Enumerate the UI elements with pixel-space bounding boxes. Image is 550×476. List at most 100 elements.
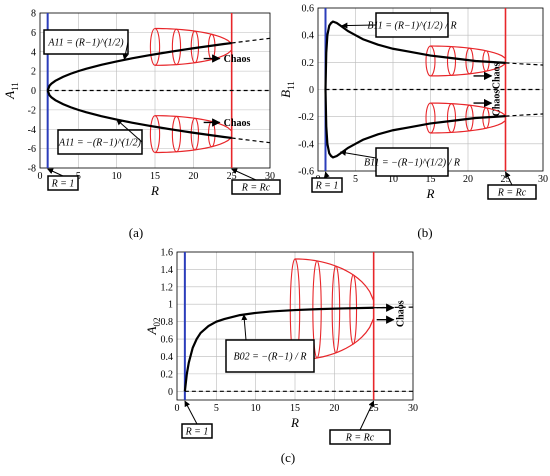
plot-frame — [39, 12, 271, 169]
panel-label: (b) — [417, 225, 432, 240]
r-critical-label: R = Rc — [231, 179, 281, 195]
y-tick-label: -6 — [28, 144, 36, 155]
torus-envelope-top — [294, 258, 375, 301]
x-tick-label: 30 — [538, 174, 548, 185]
stable-branch-0 — [183, 306, 374, 392]
x-axis-label: R — [426, 186, 435, 201]
x-tick-label: 25 — [369, 403, 379, 414]
formula-upper: B11 = (R−1)^(1/2) / R — [367, 12, 457, 38]
x-tick-label: 20 — [188, 171, 198, 182]
y-tick-label: -0.4 — [298, 139, 314, 150]
y-axis-label: A11 — [2, 82, 20, 100]
r-critical-label-text: R = Rc — [497, 188, 527, 199]
formula-b02-box — [225, 339, 315, 373]
stable-branch-1 — [46, 90, 232, 140]
formula-arrow — [116, 119, 143, 143]
torus-ring — [425, 45, 436, 77]
torus-envelope-top — [430, 45, 506, 59]
y-tick-label: -8 — [28, 164, 36, 175]
y-tick-label: 2 — [31, 67, 36, 78]
y-tick-label: 0.2 — [302, 58, 315, 69]
torus-ring — [171, 115, 182, 153]
y-tick-label: -2 — [28, 105, 36, 116]
y-tick-label: 1.6 — [161, 248, 174, 259]
y-tick-label: 0.2 — [161, 369, 174, 380]
torus-ring — [349, 274, 358, 345]
torus-envelope-top — [154, 27, 233, 45]
y-tick-label: 0.4 — [161, 352, 174, 363]
plot-frame — [176, 251, 414, 401]
y-tick-label: 0.6 — [161, 335, 174, 346]
torus-ring — [149, 115, 161, 154]
formula-lower-text: B11 = −(R−1)^(1/2) / R — [364, 158, 460, 169]
x-tick-label: 10 — [112, 171, 122, 182]
x-axis-label: R — [290, 415, 299, 430]
panel-label: (a) — [129, 225, 143, 240]
y-tick-label: 6 — [31, 28, 36, 39]
x-tick-label: 5 — [214, 403, 219, 414]
x-tick-label: 10 — [251, 403, 261, 414]
torus-1 — [425, 102, 506, 134]
formula-b02: B02 = −(R−1) / R — [225, 339, 315, 373]
x-tick-label: 25 — [501, 174, 511, 185]
y-tick-label: 0.4 — [302, 31, 315, 42]
formula-arrow — [339, 149, 377, 159]
y-tick-label: 0 — [31, 86, 36, 97]
r-one-label-text: R = 1 — [185, 427, 209, 438]
formula-upper-text: B11 = (R−1)^(1/2) / R — [367, 21, 456, 32]
formula-b02-text: B02 = −(R−1) / R — [233, 352, 306, 363]
r-critical-arrow — [231, 168, 257, 181]
torus-envelope-bottom — [430, 120, 506, 134]
formula-lower-box — [375, 147, 449, 177]
x-tick-label: 15 — [290, 403, 300, 414]
x-tick-label: 20 — [329, 403, 339, 414]
r-critical-label: R = Rc — [487, 184, 537, 200]
torus-0 — [149, 27, 233, 66]
r-critical-label-text: R = Rc — [241, 183, 271, 194]
x-tick-label: 15 — [426, 174, 436, 185]
stable-branch-1 — [324, 89, 506, 159]
r-one-label: R = 1 — [47, 175, 79, 191]
formula-arrow — [122, 41, 129, 61]
y-tick-label: 0 — [168, 387, 173, 398]
y-tick-label: 8 — [31, 9, 36, 20]
x-tick-label: 20 — [463, 174, 473, 185]
formula-lower-text: A11 = −(R−1)^(1/2) — [58, 138, 142, 149]
chaos-label: Chaos — [492, 62, 503, 89]
torus-ring — [446, 103, 457, 133]
torus-envelope-bottom — [154, 136, 233, 154]
r-critical-label-text: R = Rc — [345, 433, 375, 444]
y-tick-label: 1.2 — [161, 282, 174, 293]
r-one-label-text: R = 1 — [315, 181, 339, 192]
x-tick-label: 0 — [38, 171, 43, 182]
y-tick-label: -4 — [28, 125, 36, 136]
x-tick-label: 10 — [388, 174, 398, 185]
y-tick-label: 4 — [31, 47, 36, 58]
torus-envelope-top — [430, 102, 506, 116]
torus-ring — [425, 102, 436, 134]
r-critical-arrow — [359, 400, 375, 431]
r-critical-label: R = Rc — [329, 429, 391, 445]
torus-1 — [149, 115, 233, 154]
chaos-label: Chaos — [224, 118, 251, 129]
formula-upper-text: A11 = (R−1)^(1/2) — [47, 38, 124, 49]
y-axis-label: A02 — [144, 318, 162, 336]
r-critical-arrow — [505, 171, 513, 186]
y-tick-label: 0 — [309, 85, 314, 96]
y-tick-label: 1 — [168, 300, 173, 311]
unstable-branch-2 — [505, 62, 544, 66]
r-one-label: R = 1 — [311, 177, 343, 193]
formula-lower: A11 = −(R−1)^(1/2) — [57, 129, 143, 155]
stable-branch-0 — [324, 20, 506, 90]
formula-upper: A11 = (R−1)^(1/2) — [43, 29, 129, 55]
x-tick-label: 0 — [175, 403, 180, 414]
y-tick-label: -0.6 — [298, 167, 314, 178]
y-tick-label: 0.6 — [302, 4, 315, 15]
r-one-arrow — [184, 400, 198, 425]
chaos-label: Chaos — [492, 90, 503, 117]
formula-arrow — [341, 22, 377, 29]
torus-envelope-bottom — [430, 63, 506, 77]
r-one-label: R = 1 — [181, 423, 213, 439]
x-tick-label: 5 — [353, 174, 358, 185]
